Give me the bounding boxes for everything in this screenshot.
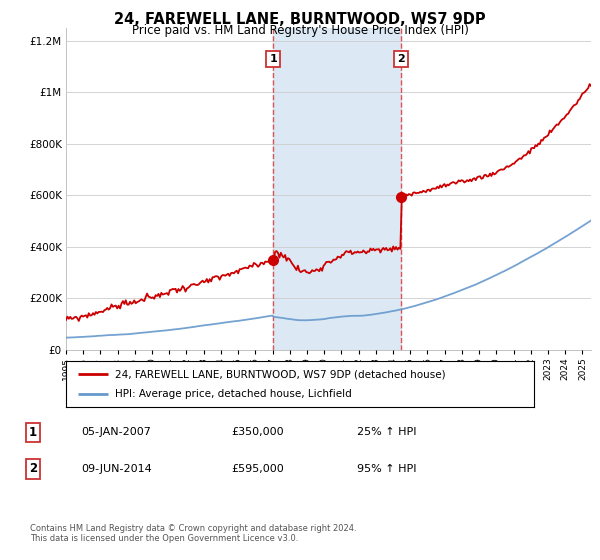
Text: 05-JAN-2007: 05-JAN-2007 (81, 427, 151, 437)
Text: HPI: Average price, detached house, Lichfield: HPI: Average price, detached house, Lich… (115, 389, 352, 399)
Text: Price paid vs. HM Land Registry's House Price Index (HPI): Price paid vs. HM Land Registry's House … (131, 24, 469, 37)
Text: 24, FAREWELL LANE, BURNTWOOD, WS7 9DP: 24, FAREWELL LANE, BURNTWOOD, WS7 9DP (114, 12, 486, 27)
Text: 25% ↑ HPI: 25% ↑ HPI (357, 427, 416, 437)
Text: 2: 2 (397, 54, 404, 64)
Text: 09-JUN-2014: 09-JUN-2014 (81, 464, 152, 474)
Bar (273, 28, 401, 350)
Text: 95% ↑ HPI: 95% ↑ HPI (357, 464, 416, 474)
Text: Contains HM Land Registry data © Crown copyright and database right 2024.
This d: Contains HM Land Registry data © Crown c… (30, 524, 356, 543)
Text: 24, FAREWELL LANE, BURNTWOOD, WS7 9DP (detached house): 24, FAREWELL LANE, BURNTWOOD, WS7 9DP (d… (115, 369, 446, 379)
Text: 1: 1 (269, 54, 277, 64)
Text: 2: 2 (29, 462, 37, 475)
Text: £350,000: £350,000 (231, 427, 284, 437)
Text: £595,000: £595,000 (231, 464, 284, 474)
Text: 1: 1 (29, 426, 37, 439)
